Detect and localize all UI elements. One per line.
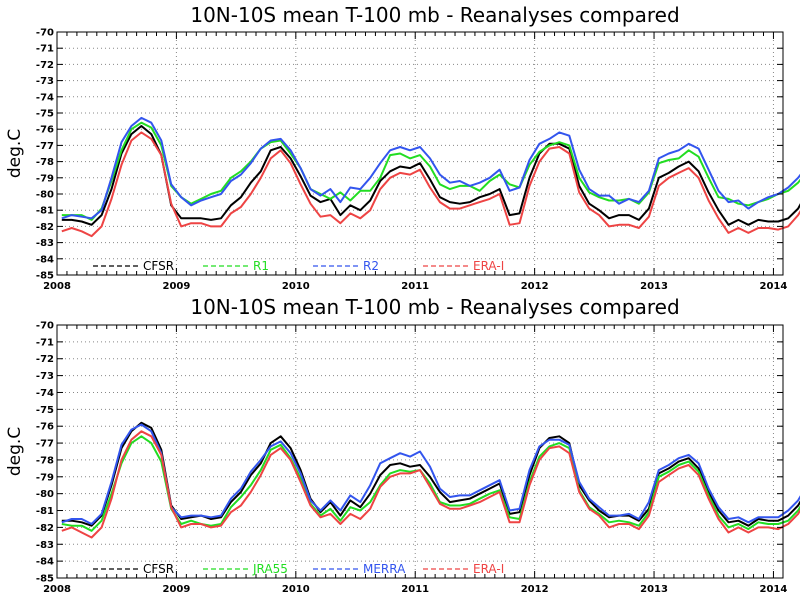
x-tick-label: 2008 <box>43 281 71 292</box>
x-tick-label: 2012 <box>521 584 549 595</box>
y-tick-label: -79 <box>36 472 54 483</box>
x-tick-label: 2014 <box>760 584 788 595</box>
series-line-r2 <box>61 116 800 220</box>
series-line-merra <box>61 423 800 525</box>
y-tick-label: -75 <box>36 109 54 120</box>
chart-title: 10N-10S mean T-100 mb - Reanalyses compa… <box>190 3 679 27</box>
series-line-jra55 <box>61 435 800 532</box>
y-tick-label: -82 <box>36 222 54 233</box>
y-tick-label: -81 <box>36 506 54 517</box>
y-tick-label: -81 <box>36 206 54 217</box>
y-tick-label: -80 <box>36 190 54 201</box>
y-axis-label: deg.C <box>5 427 25 476</box>
plot-frame <box>56 31 784 276</box>
y-tick-label: -70 <box>36 28 54 39</box>
y-tick-label: -71 <box>36 337 54 348</box>
legend-label: JRA55 <box>252 562 288 576</box>
x-tick-label: 2009 <box>162 281 190 292</box>
legend-label: R2 <box>363 259 379 273</box>
x-tick-label: 2011 <box>401 584 429 595</box>
y-tick-label: -71 <box>36 44 54 55</box>
y-tick-label: -70 <box>36 321 54 332</box>
y-tick-label: -79 <box>36 173 54 184</box>
series-line-cfsr <box>61 125 800 226</box>
y-tick-label: -83 <box>36 238 54 249</box>
legend-label: R1 <box>253 259 269 273</box>
x-tick-label: 2011 <box>401 281 429 292</box>
series-line-era-i <box>61 131 800 238</box>
x-tick-label: 2012 <box>521 281 549 292</box>
x-tick-label: 2008 <box>43 584 71 595</box>
x-tick-label: 2010 <box>282 281 310 292</box>
x-tick-label: 2013 <box>640 584 668 595</box>
y-tick-label: -84 <box>36 557 54 568</box>
y-tick-label: -74 <box>36 388 54 399</box>
legend-label: MERRA <box>363 562 406 576</box>
y-tick-label: -78 <box>36 455 54 466</box>
legend-label: CFSR <box>143 562 174 576</box>
chart-title: 10N-10S mean T-100 mb - Reanalyses compa… <box>190 295 679 319</box>
legend-label: ERA-I <box>473 562 504 576</box>
y-tick-label: -77 <box>36 439 54 450</box>
y-tick-label: -72 <box>36 354 54 365</box>
plot-frame <box>56 324 784 579</box>
x-tick-label: 2010 <box>282 584 310 595</box>
chart-panel-1: 10N-10S mean T-100 mb - Reanalyses compa… <box>5 3 800 292</box>
y-tick-label: -77 <box>36 141 54 152</box>
y-tick-label: -76 <box>36 422 54 433</box>
y-tick-label: -85 <box>36 271 54 282</box>
y-tick-label: -84 <box>36 254 54 265</box>
series-line-era-i <box>61 430 800 539</box>
x-tick-label: 2013 <box>640 281 668 292</box>
y-tick-label: -72 <box>36 60 54 71</box>
y-tick-label: -78 <box>36 157 54 168</box>
y-tick-label: -80 <box>36 489 54 500</box>
y-tick-label: -76 <box>36 125 54 136</box>
y-tick-label: -82 <box>36 523 54 534</box>
y-tick-label: -83 <box>36 540 54 551</box>
series-line-r1 <box>61 121 800 221</box>
legend-label: CFSR <box>143 259 174 273</box>
chart-panel-2: 10N-10S mean T-100 mb - Reanalyses compa… <box>5 295 800 595</box>
y-tick-label: -74 <box>36 92 54 103</box>
y-tick-label: -75 <box>36 405 54 416</box>
x-tick-label: 2014 <box>760 281 788 292</box>
y-tick-label: -85 <box>36 574 54 585</box>
x-tick-label: 2009 <box>162 584 190 595</box>
y-tick-label: -73 <box>36 76 54 87</box>
y-axis-label: deg.C <box>5 129 25 178</box>
legend-label: ERA-I <box>473 259 504 273</box>
y-tick-label: -73 <box>36 371 54 382</box>
